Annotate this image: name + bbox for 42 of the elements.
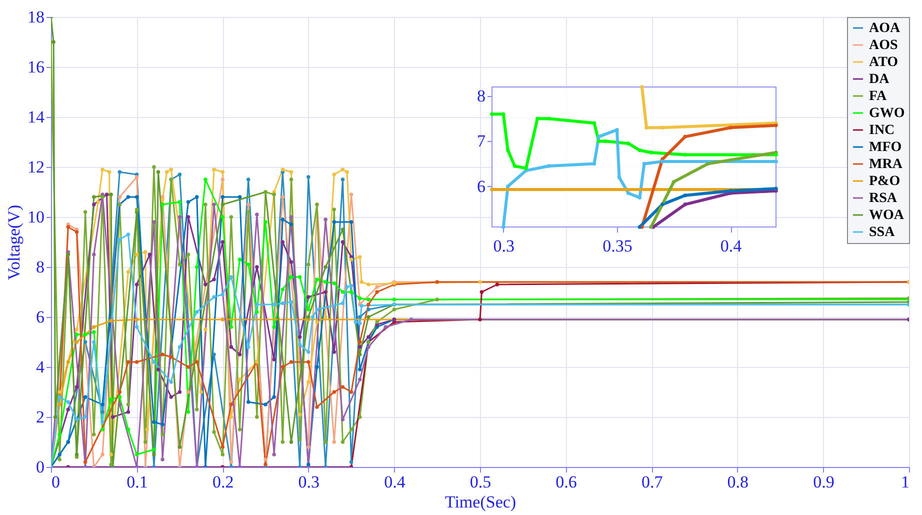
y-tick-label: 4 [36,358,45,376]
x-tick-label: 0.3 [493,236,514,256]
x-tick-label: 0.5 [470,472,492,492]
x-tick-label: 0.4 [384,472,406,492]
legend-label: GWO [869,106,905,121]
x-tick-label: 0.4 [720,236,742,256]
legend-label: AOA [869,21,901,36]
y-tick-label: 18 [28,8,44,26]
x-tick-label: 0.3 [298,472,320,492]
x-axis-title: Time(Sec) [444,492,516,512]
x-tick-label: 1 [901,472,910,492]
legend-label: AOS [869,38,898,53]
x-tick-label: 0 [52,472,60,492]
y-tick-label: 0 [36,458,44,476]
legend-label: FA [869,89,888,104]
legend-label: MRA [869,157,904,172]
x-tick-label: 0.2 [212,472,234,492]
legend-label: P&O [869,174,900,189]
y-tick-label: 16 [28,58,44,76]
y-tick-label: 8 [36,258,44,276]
x-tick-label: 0.8 [727,472,749,492]
y-axis-title: Voltage(V) [4,204,24,280]
legend-label: SSA [869,225,896,240]
y-tick-label: 10 [28,208,44,226]
legend-label: ATO [869,55,898,70]
x-tick-label: 0.6 [556,472,577,492]
x-tick-label: 0.9 [813,472,834,492]
x-tick-label: 0.1 [126,472,148,492]
y-tick-label: 8 [477,86,486,106]
x-tick-label: 0.7 [641,472,664,492]
legend-label: DA [869,72,890,87]
y-tick-label: 12 [28,158,44,176]
legend-label: INC [869,123,895,138]
y-tick-label: 7 [477,132,486,151]
legend-label: WOA [869,208,905,223]
y-tick-label: 2 [36,408,44,426]
legend-label: RSA [869,191,898,206]
y-tick-label: 14 [28,108,45,126]
y-tick-label: 6 [477,176,486,196]
legend-label: MFO [869,140,902,155]
x-tick-label: 0.35 [602,236,632,256]
y-tick-label: 6 [36,308,44,326]
